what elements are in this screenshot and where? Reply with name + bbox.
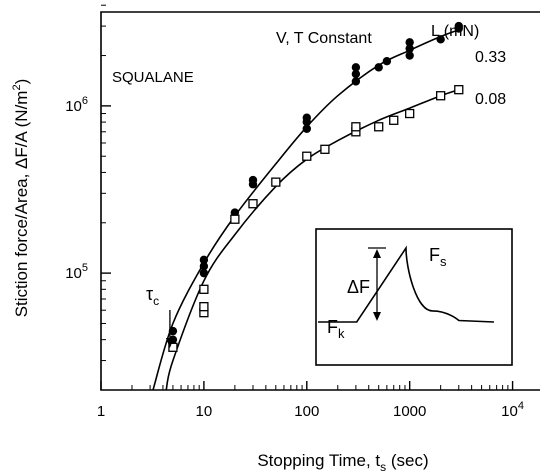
legend-load-0.33: 0.33 (475, 49, 506, 66)
data-point-open-square (320, 144, 330, 154)
data-point-filled-circle (405, 38, 414, 47)
load-header: L (mN) (431, 23, 479, 40)
inset-force-curve (318, 245, 495, 323)
data-point-filled-circle (374, 63, 383, 72)
legend-load-0.08: 0.08 (475, 91, 506, 108)
x-tick-label: 1000 (393, 403, 426, 420)
data-point-open-square (351, 122, 361, 132)
data-point-filled-circle (248, 175, 258, 185)
data-point-open-square (199, 284, 209, 294)
data-point-open-square (454, 85, 464, 95)
data-point-open-square (199, 302, 209, 312)
data-markers (168, 21, 464, 352)
data-point-open-square (168, 342, 178, 352)
inset-fk-label: Fk (327, 317, 345, 341)
data-point-open-square (302, 151, 312, 161)
squalane-label: SQUALANE (112, 69, 194, 86)
x-tick-label: 100 (294, 403, 319, 420)
tau-c-label: τc (146, 284, 159, 308)
inset-diagram: ΔF Fs Fk (315, 228, 513, 366)
data-point-open-square (271, 177, 281, 187)
data-point-filled-circle (168, 326, 178, 336)
data-point-filled-circle (436, 35, 445, 44)
inset-delta-arrowhead-top (373, 249, 381, 258)
data-point-filled-circle (351, 77, 361, 86)
conditions-label: V, T Constant (276, 30, 372, 47)
x-axis: 1 10 100 1000 104 (97, 381, 524, 420)
plot-frame (100, 11, 540, 391)
inset-box (315, 228, 513, 366)
x-axis-title: Stopping Time, ts (sec) (257, 451, 428, 474)
data-point-filled-circle (405, 51, 414, 60)
x-tick-label: 104 (501, 400, 524, 420)
y-tick-label: 105 (65, 262, 88, 282)
x-tick-label: 1 (97, 403, 105, 420)
data-point-open-square (248, 199, 258, 209)
x-tick-label: 10 (196, 403, 213, 420)
data-point-open-square (230, 214, 240, 224)
inset-delta-arrowhead-bottom (373, 312, 381, 321)
data-point-open-square (436, 91, 446, 101)
data-point-filled-circle (351, 69, 361, 79)
inset-delta-f-label: ΔF (347, 277, 370, 297)
data-point-filled-circle (302, 113, 311, 122)
y-tick-label: 106 (65, 95, 88, 115)
data-point-filled-circle (199, 268, 209, 278)
y-axis-title: Stiction force/Area, ΔF/A (N/m2) (11, 79, 31, 318)
data-point-filled-circle (382, 57, 392, 66)
y-axis: 105 106 (65, 4, 111, 391)
data-point-open-square (374, 122, 384, 132)
data-point-filled-circle (405, 44, 414, 53)
data-point-filled-circle (199, 261, 209, 271)
data-point-filled-circle (302, 124, 311, 133)
data-point-open-square (405, 108, 415, 119)
data-point-filled-circle (351, 63, 361, 72)
inset-fs-label: Fs (429, 245, 447, 269)
data-point-open-square (389, 115, 399, 125)
data-point-filled-circle (199, 255, 209, 265)
tau-c-arrowhead (165, 338, 174, 348)
data-point-filled-circle (454, 21, 463, 31)
